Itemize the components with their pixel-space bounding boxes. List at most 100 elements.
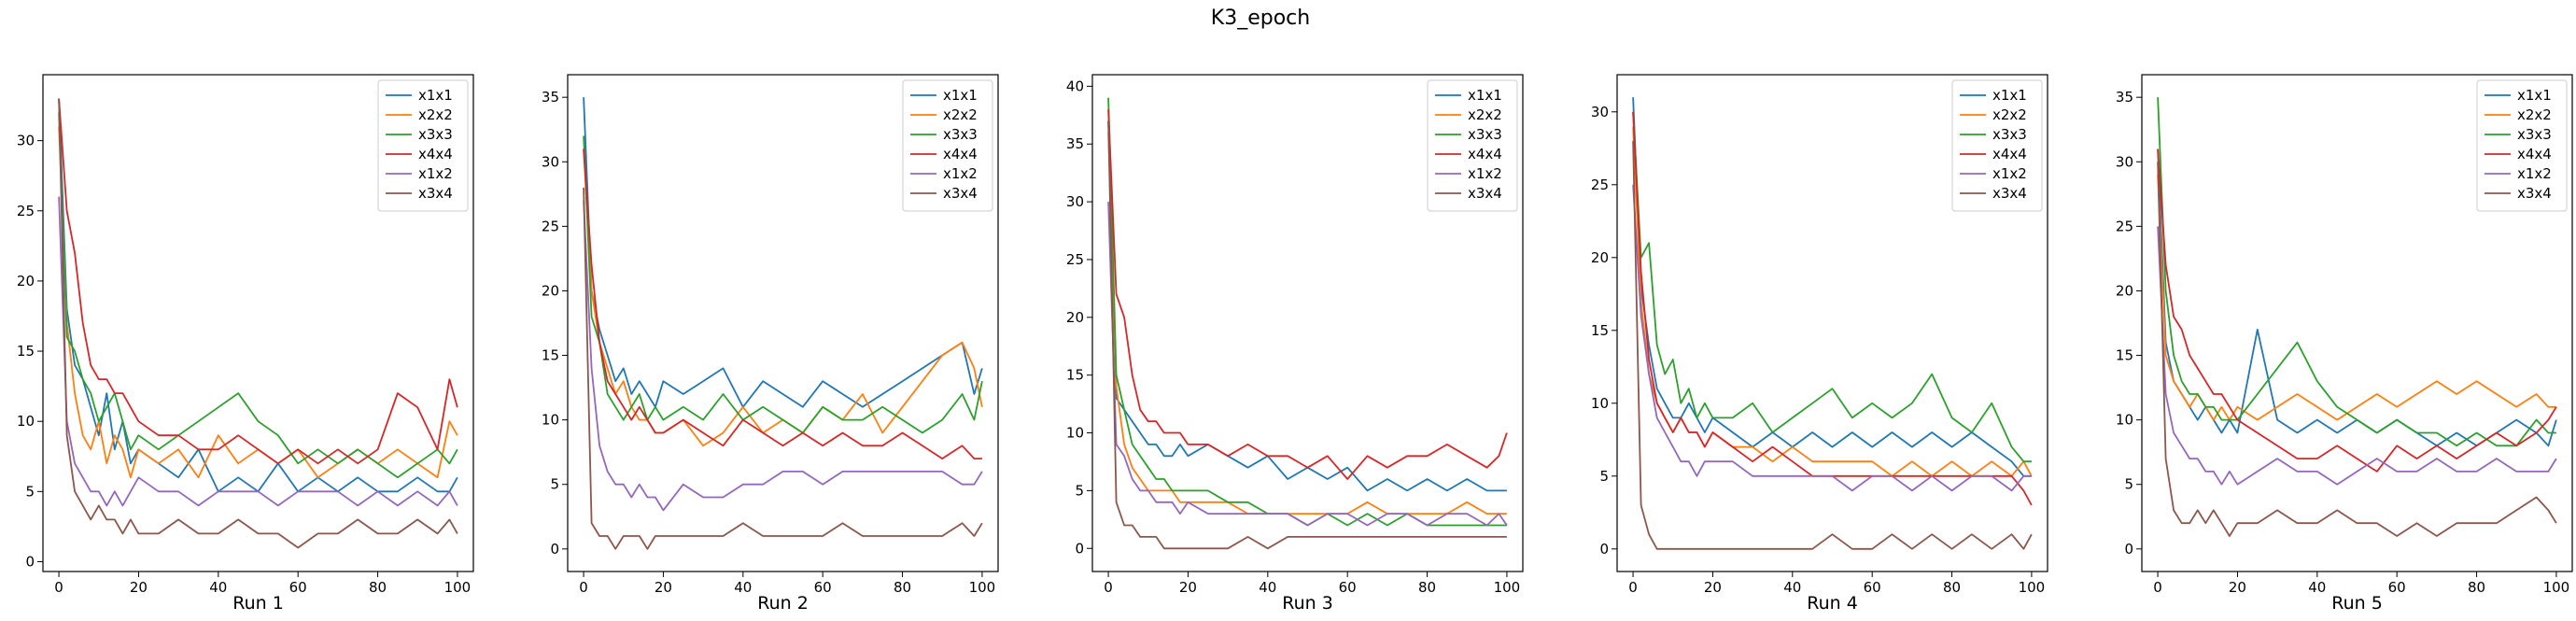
x-tick-label: 20 (2229, 579, 2246, 596)
x-tick-label: 40 (2308, 579, 2326, 596)
series-line-x1x1 (583, 97, 983, 408)
y-tick-label: 30 (1066, 193, 1084, 210)
legend-label-x1x1: x1x1 (418, 87, 453, 104)
legend-label-x3x3: x3x3 (2517, 126, 2552, 143)
legend-box (377, 79, 469, 212)
y-tick-label: 0 (1599, 541, 1609, 557)
y-tick-label: 15 (17, 343, 35, 360)
series-line-x1x2 (1632, 184, 2032, 492)
x-tick-label: 100 (444, 579, 472, 596)
series-line-x3x3 (1107, 97, 1507, 527)
axes-frame (567, 74, 999, 572)
x-tick-label: 80 (894, 579, 911, 596)
y-tick-label: 35 (2116, 89, 2133, 106)
x-axis-label: Run 4 (1807, 593, 1858, 614)
series-line-x1x2 (1107, 202, 1508, 527)
y-tick-label: 35 (542, 89, 559, 106)
y-tick-label: 20 (542, 282, 559, 299)
x-tick-label: 100 (1494, 579, 1521, 596)
y-tick-label: 20 (1591, 249, 1609, 266)
x-tick-label: 60 (814, 579, 832, 596)
y-tick-label: 5 (1599, 468, 1609, 485)
y-tick-label: 10 (1066, 425, 1084, 442)
series-line-x4x4 (2157, 148, 2557, 473)
legend-label-x2x2: x2x2 (2517, 106, 2552, 123)
x-tick-label: 40 (734, 579, 752, 596)
x-tick-label: 80 (2468, 579, 2485, 596)
x-tick-label: 80 (1943, 579, 1961, 596)
legend-label-x1x2: x1x2 (418, 165, 453, 182)
legend-label-x1x1: x1x1 (2517, 87, 2552, 104)
y-tick-label: 15 (2116, 347, 2133, 364)
series-line-x2x2 (58, 126, 458, 479)
series-lines (583, 97, 983, 550)
axes-frame (42, 74, 474, 572)
y-tick-label: 0 (25, 553, 35, 570)
legend-label-x3x3: x3x3 (943, 126, 978, 143)
x-tick-label: 20 (1179, 579, 1197, 596)
legend-box (1951, 79, 2043, 212)
x-tick-label: 60 (1339, 579, 1357, 596)
legend-label-x3x3: x3x3 (1992, 126, 2027, 143)
legend-label-x4x4: x4x4 (418, 146, 453, 162)
legend-label-x3x3: x3x3 (1468, 126, 1502, 143)
legend-label-x2x2: x2x2 (418, 106, 453, 123)
y-tick-label: 10 (2116, 412, 2133, 429)
y-tick-label: 5 (2124, 476, 2133, 493)
x-tick-label: 0 (54, 579, 63, 596)
legend-label-x2x2: x2x2 (1468, 106, 1502, 123)
x-tick-label: 40 (1259, 579, 1276, 596)
y-tick-label: 10 (17, 413, 35, 430)
y-tick-label: 30 (2116, 153, 2133, 170)
x-tick-label: 100 (969, 579, 996, 596)
y-tick-label: 30 (1591, 104, 1609, 120)
x-tick-label: 100 (2019, 579, 2046, 596)
y-tick-label: 40 (1066, 78, 1084, 94)
x-tick-label: 20 (130, 579, 148, 596)
legend-label-x3x4: x3x4 (943, 185, 978, 202)
series-line-x3x4 (2157, 162, 2557, 537)
x-tick-label: 60 (1864, 579, 1881, 596)
y-tick-label: 25 (2116, 218, 2133, 234)
subplot-4: 0 20 40 60 80 100 0 5 10 15 20 25 30 Run 4 x1x1 x2x2 x3x… (1591, 74, 2048, 614)
series-line-x4x4 (583, 148, 982, 460)
x-axis-label: Run 2 (757, 593, 809, 614)
y-tick-label: 0 (550, 541, 559, 557)
x-tick-label: 80 (369, 579, 387, 596)
legend-label-x1x1: x1x1 (943, 87, 978, 104)
y-tick-label: 25 (542, 218, 559, 234)
series-line-x1x2 (58, 196, 458, 507)
legend-label-x1x2: x1x2 (1992, 165, 2027, 182)
series-line-x2x2 (2157, 175, 2556, 421)
x-tick-label: 0 (1104, 579, 1113, 596)
y-tick-label: 5 (25, 483, 35, 500)
subplot-3: 0 20 40 60 80 100 0 5 10 15 20 25 30 35 40 Run 3 x1x1 x2x… (1066, 74, 1524, 614)
axes-frame (1091, 74, 1524, 572)
legend-box (1427, 79, 1518, 212)
legend-label-x2x2: x2x2 (943, 106, 978, 123)
series-line-x1x1 (1632, 97, 2032, 477)
y-tick-label: 20 (2116, 282, 2133, 299)
legend-label-x3x4: x3x4 (418, 185, 453, 202)
y-tick-label: 5 (1075, 482, 1084, 499)
y-tick-label: 10 (1591, 395, 1609, 412)
legend-box (2476, 79, 2568, 212)
series-lines (58, 98, 458, 549)
legend-label-x4x4: x4x4 (1992, 146, 2027, 162)
y-tick-label: 30 (542, 153, 559, 170)
series-line-x3x3 (1632, 111, 2032, 463)
legend-label-x1x1: x1x1 (1992, 87, 2027, 104)
figure-suptitle: K3_epoch (1211, 7, 1310, 30)
series-lines (2157, 97, 2557, 537)
legend-label-x4x4: x4x4 (943, 146, 978, 162)
series-lines (1107, 97, 1508, 550)
series-line-x3x3 (58, 112, 458, 479)
series-line-x3x4 (1107, 120, 1507, 550)
axes-frame (1616, 74, 2048, 572)
x-tick-label: 60 (289, 579, 307, 596)
x-tick-label: 20 (1704, 579, 1722, 596)
y-tick-label: 35 (1066, 135, 1084, 152)
y-tick-label: 5 (550, 476, 559, 493)
y-tick-label: 10 (542, 412, 559, 429)
legend-label-x3x4: x3x4 (2517, 185, 2552, 202)
